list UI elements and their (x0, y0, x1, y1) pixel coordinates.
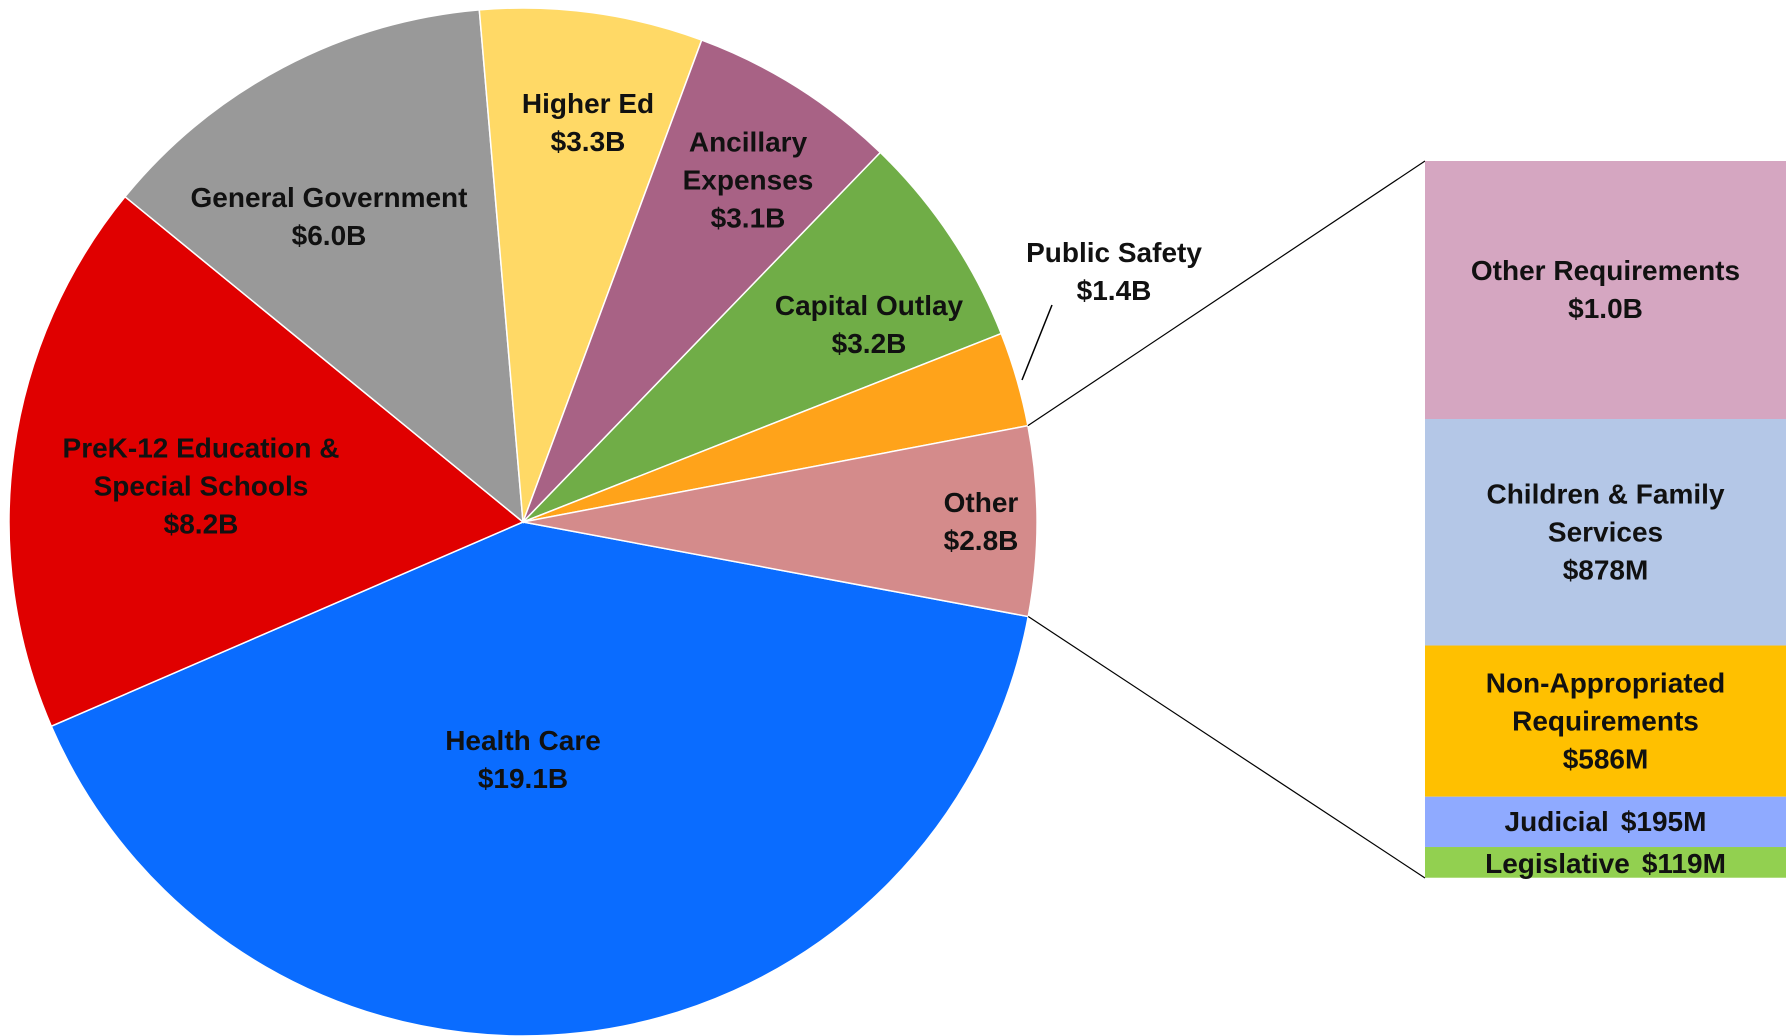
value-label: $195M (1620, 805, 1707, 837)
value-label: $19.1B (477, 763, 569, 794)
bar-segment (1425, 645, 1786, 797)
data-label: Children & Family Services $878M (1433, 476, 1778, 589)
pie-slice (478, 7, 703, 523)
value-label: $878M (1562, 554, 1649, 586)
bar-segment (1425, 419, 1786, 646)
pie-slice (123, 9, 524, 524)
data-label: PreK-12 Education & Special Schools $8.2B (29, 429, 374, 542)
pie-slice (8, 195, 525, 728)
value-label: $3.3B (550, 126, 626, 157)
bar-segment (1425, 161, 1786, 419)
connector-line (1027, 160, 1426, 427)
category-label: Other Requirements (1470, 255, 1741, 287)
leader-line (1021, 304, 1053, 381)
category-label: Capital Outlay (774, 290, 964, 322)
data-label: Other $2.8B (921, 484, 1041, 560)
value-label: $3.1B (710, 201, 786, 233)
category-label: General Government (190, 182, 468, 214)
data-label: Ancillary Expenses $3.1B (663, 123, 833, 236)
value-label: $119M (1641, 848, 1726, 880)
category-label: Non-Appropriated Requirements (1485, 667, 1726, 737)
pie-slice (522, 39, 882, 523)
data-label: Judicial $195M (1433, 803, 1778, 841)
value-label: $2.8B (943, 525, 1019, 556)
category-label: PreK-12 Education & Special Schools (62, 432, 340, 502)
category-label: Judicial (1504, 805, 1609, 837)
data-label: Public Safety $1.4B (994, 234, 1234, 310)
data-label: Other Requirements $1.0B (1433, 252, 1778, 328)
value-label: $1.4B (1076, 275, 1152, 306)
data-label: Capital Outlay $3.2B (749, 287, 989, 363)
category-label: Public Safety (1026, 237, 1202, 269)
category-label: Ancillary Expenses (682, 126, 814, 196)
data-label: Non-Appropriated Requirements $586M (1433, 664, 1778, 777)
data-label: Higher Ed $3.3B (498, 85, 678, 161)
data-label: General Government $6.0B (149, 179, 509, 255)
category-label: Health Care (445, 725, 601, 757)
value-label: $3.2B (831, 328, 907, 359)
bar-segment (1425, 796, 1786, 848)
category-label: Other (943, 487, 1019, 519)
category-label: Legislative (1485, 848, 1630, 880)
data-label: Health Care $19.1B (373, 722, 673, 798)
category-label: Higher Ed (521, 88, 655, 120)
value-label: $586M (1562, 743, 1649, 775)
pie-slice (522, 151, 1003, 523)
value-label: $6.0B (291, 220, 367, 251)
data-label: Legislative $119M (1433, 845, 1778, 883)
connector-line (1027, 616, 1426, 879)
bar-segment (1425, 847, 1786, 878)
value-label: $8.2B (163, 507, 239, 539)
pie-slice (50, 521, 1030, 1036)
pie-slice (522, 424, 1038, 618)
category-label: Children & Family Services (1486, 478, 1725, 548)
value-label: $1.0B (1568, 293, 1643, 324)
